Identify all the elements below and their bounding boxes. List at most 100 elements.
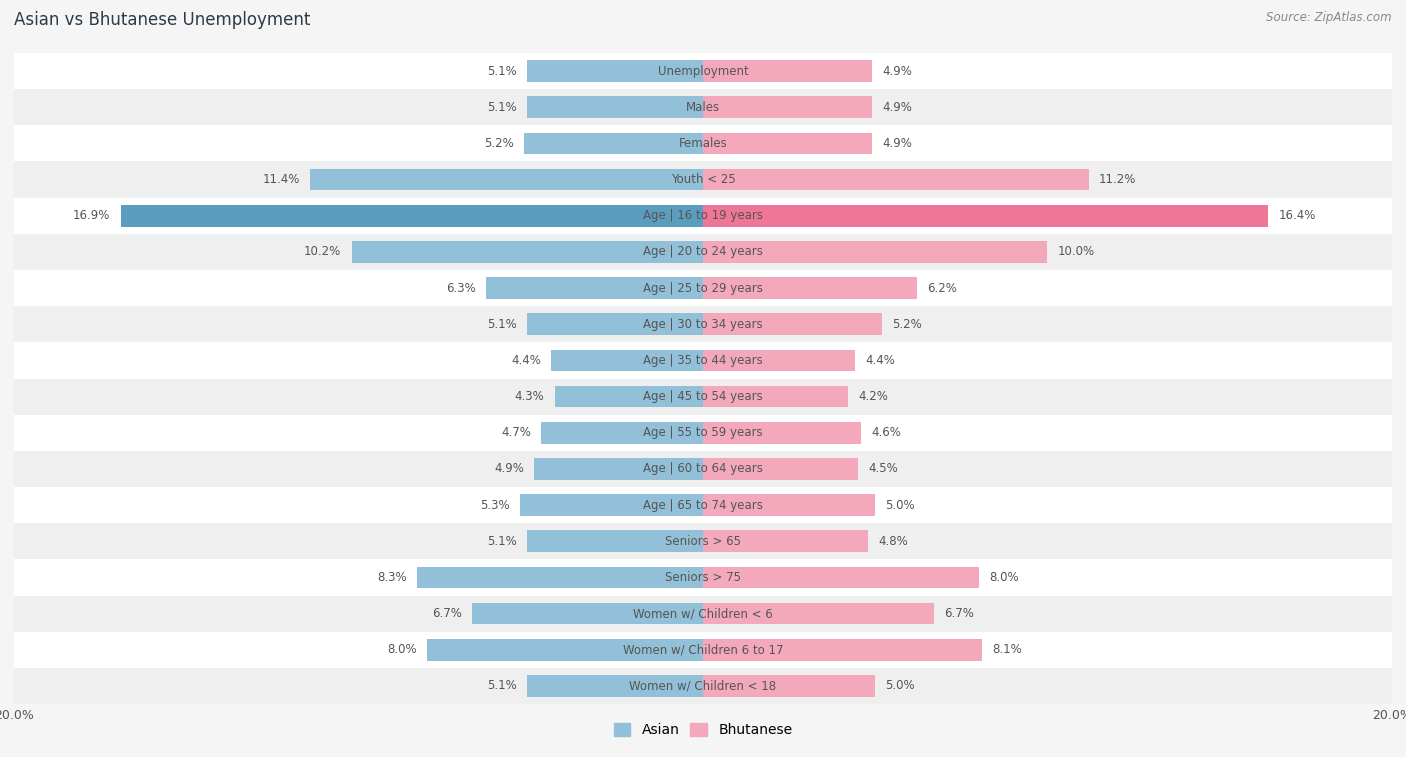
Bar xyxy=(14,668,1392,704)
Text: 6.2%: 6.2% xyxy=(927,282,956,294)
Bar xyxy=(703,169,1088,191)
Text: 10.0%: 10.0% xyxy=(1057,245,1095,258)
Bar xyxy=(703,313,882,335)
Bar xyxy=(427,639,703,661)
Text: 8.0%: 8.0% xyxy=(988,571,1018,584)
Bar xyxy=(703,422,862,444)
Bar xyxy=(14,378,1392,415)
Bar xyxy=(703,350,855,371)
Text: 4.9%: 4.9% xyxy=(882,64,912,77)
Bar xyxy=(14,161,1392,198)
Text: Females: Females xyxy=(679,137,727,150)
Text: 16.4%: 16.4% xyxy=(1278,209,1316,223)
Text: Age | 25 to 29 years: Age | 25 to 29 years xyxy=(643,282,763,294)
Text: 16.9%: 16.9% xyxy=(73,209,111,223)
Text: 5.2%: 5.2% xyxy=(893,318,922,331)
Text: Age | 65 to 74 years: Age | 65 to 74 years xyxy=(643,499,763,512)
Text: 5.2%: 5.2% xyxy=(484,137,513,150)
Bar xyxy=(527,96,703,118)
Text: Unemployment: Unemployment xyxy=(658,64,748,77)
Bar xyxy=(14,53,1392,89)
Text: Asian vs Bhutanese Unemployment: Asian vs Bhutanese Unemployment xyxy=(14,11,311,30)
Text: 5.1%: 5.1% xyxy=(488,101,517,114)
Bar xyxy=(14,596,1392,631)
Text: 4.3%: 4.3% xyxy=(515,390,544,403)
Text: 4.9%: 4.9% xyxy=(882,101,912,114)
Bar xyxy=(14,631,1392,668)
Text: 5.0%: 5.0% xyxy=(886,499,915,512)
Bar xyxy=(14,126,1392,161)
Bar xyxy=(527,675,703,696)
Text: Seniors > 75: Seniors > 75 xyxy=(665,571,741,584)
Bar xyxy=(703,205,1268,226)
Bar xyxy=(121,205,703,226)
Text: Age | 35 to 44 years: Age | 35 to 44 years xyxy=(643,354,763,367)
Bar xyxy=(703,603,934,625)
Bar xyxy=(527,531,703,552)
Text: Age | 16 to 19 years: Age | 16 to 19 years xyxy=(643,209,763,223)
Bar xyxy=(527,313,703,335)
Text: 5.3%: 5.3% xyxy=(481,499,510,512)
Text: Women w/ Children < 18: Women w/ Children < 18 xyxy=(630,680,776,693)
Text: Age | 55 to 59 years: Age | 55 to 59 years xyxy=(643,426,763,439)
Bar xyxy=(703,96,872,118)
Bar xyxy=(703,566,979,588)
Text: Age | 30 to 34 years: Age | 30 to 34 years xyxy=(643,318,763,331)
Bar xyxy=(472,603,703,625)
Bar xyxy=(524,132,703,154)
Bar xyxy=(14,523,1392,559)
Text: 8.0%: 8.0% xyxy=(388,643,418,656)
Bar xyxy=(352,241,703,263)
Text: Age | 60 to 64 years: Age | 60 to 64 years xyxy=(643,463,763,475)
Text: 5.0%: 5.0% xyxy=(886,680,915,693)
Text: 6.7%: 6.7% xyxy=(432,607,461,620)
Legend: Asian, Bhutanese: Asian, Bhutanese xyxy=(609,718,797,743)
Bar xyxy=(551,350,703,371)
Text: 4.5%: 4.5% xyxy=(869,463,898,475)
Bar xyxy=(520,494,703,516)
Bar xyxy=(703,241,1047,263)
Text: 4.4%: 4.4% xyxy=(512,354,541,367)
Text: 8.1%: 8.1% xyxy=(993,643,1022,656)
Text: 5.1%: 5.1% xyxy=(488,534,517,548)
Bar xyxy=(703,386,848,407)
Bar xyxy=(534,458,703,480)
Bar xyxy=(703,675,875,696)
Text: 4.9%: 4.9% xyxy=(882,137,912,150)
Text: Women w/ Children 6 to 17: Women w/ Children 6 to 17 xyxy=(623,643,783,656)
Text: Males: Males xyxy=(686,101,720,114)
Text: Age | 20 to 24 years: Age | 20 to 24 years xyxy=(643,245,763,258)
Text: Age | 45 to 54 years: Age | 45 to 54 years xyxy=(643,390,763,403)
Bar xyxy=(14,89,1392,126)
Text: 6.7%: 6.7% xyxy=(945,607,974,620)
Text: 10.2%: 10.2% xyxy=(304,245,342,258)
Bar xyxy=(14,415,1392,451)
Bar xyxy=(418,566,703,588)
Bar xyxy=(703,132,872,154)
Bar xyxy=(703,531,869,552)
Text: Women w/ Children < 6: Women w/ Children < 6 xyxy=(633,607,773,620)
Bar xyxy=(14,270,1392,306)
Bar xyxy=(541,422,703,444)
Bar xyxy=(555,386,703,407)
Text: 5.1%: 5.1% xyxy=(488,318,517,331)
Bar xyxy=(14,342,1392,378)
Text: Seniors > 65: Seniors > 65 xyxy=(665,534,741,548)
Bar xyxy=(703,458,858,480)
Text: 4.4%: 4.4% xyxy=(865,354,894,367)
Text: 11.4%: 11.4% xyxy=(263,173,299,186)
Bar xyxy=(486,277,703,299)
Bar xyxy=(14,451,1392,487)
Text: 4.6%: 4.6% xyxy=(872,426,901,439)
Text: Youth < 25: Youth < 25 xyxy=(671,173,735,186)
Text: 4.7%: 4.7% xyxy=(501,426,531,439)
Bar xyxy=(14,234,1392,270)
Text: 4.2%: 4.2% xyxy=(858,390,887,403)
Bar xyxy=(14,487,1392,523)
Text: 11.2%: 11.2% xyxy=(1099,173,1136,186)
Bar xyxy=(311,169,703,191)
Text: 5.1%: 5.1% xyxy=(488,64,517,77)
Text: 5.1%: 5.1% xyxy=(488,680,517,693)
Bar xyxy=(527,61,703,82)
Text: 4.9%: 4.9% xyxy=(494,463,524,475)
